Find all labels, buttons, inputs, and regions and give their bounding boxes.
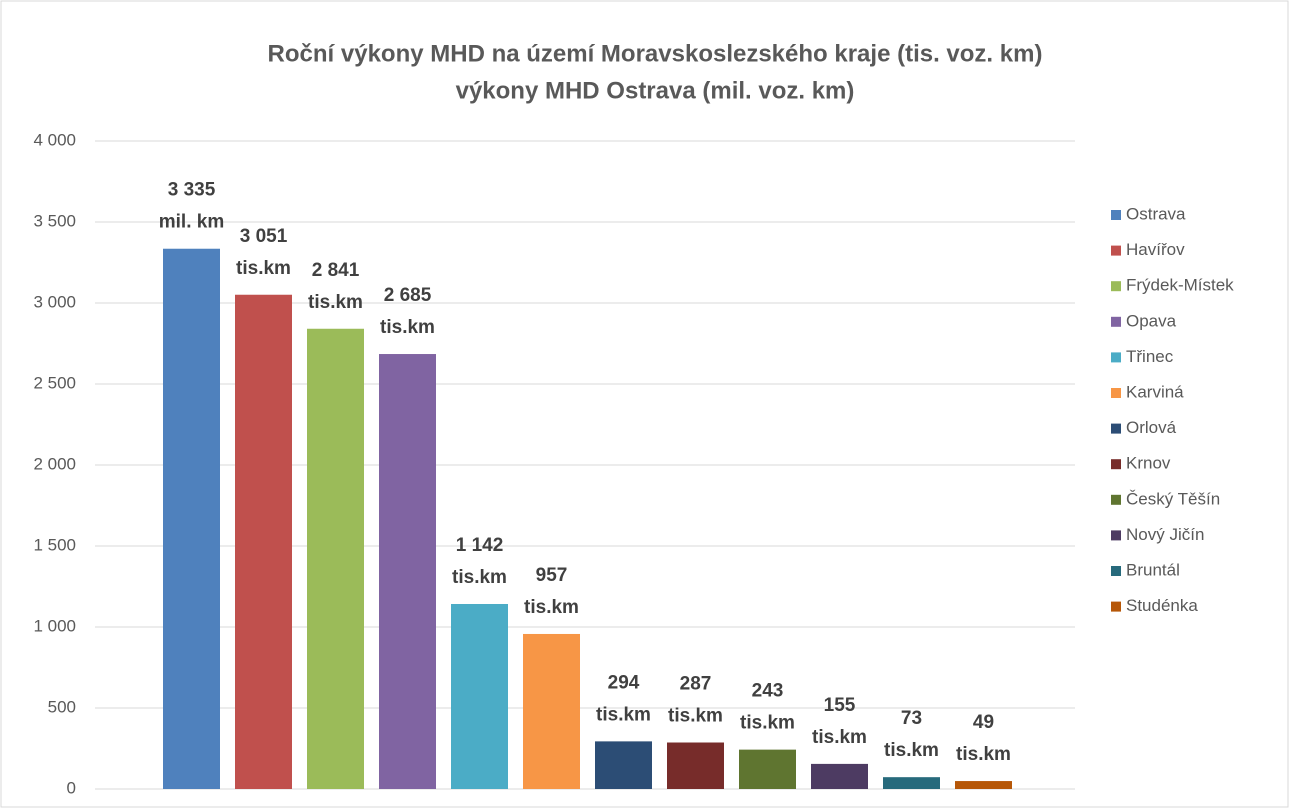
legend-swatch: [1111, 388, 1121, 398]
legend-label: Nový Jičín: [1126, 525, 1204, 544]
data-label: 287: [680, 674, 712, 695]
bar: [307, 328, 364, 789]
data-label: tis.km: [380, 317, 435, 338]
y-tick-label: 3 000: [33, 292, 76, 311]
bar: [523, 633, 580, 789]
data-label: 155: [824, 695, 856, 716]
legend-label: Ostrava: [1126, 204, 1186, 223]
legend-swatch: [1111, 459, 1121, 470]
data-label: 49: [973, 712, 994, 733]
data-label: tis.km: [236, 258, 291, 279]
legend-label: Havířov: [1126, 240, 1185, 259]
legend-swatch: [1111, 494, 1121, 505]
data-label: 1 142: [456, 535, 504, 556]
legend-swatch: [1111, 423, 1121, 434]
chart-title: Roční výkony MHD na území Moravskoslezsk…: [268, 40, 1043, 67]
bar: [163, 248, 220, 790]
y-tick-label: 0: [67, 778, 76, 797]
legend-swatch: [1111, 210, 1121, 220]
y-tick-label: 1 500: [33, 535, 76, 554]
data-label: 2 685: [384, 285, 432, 306]
legend-swatch: [1111, 281, 1121, 292]
legend-label: Český Těšín: [1126, 489, 1220, 508]
bar: [595, 741, 652, 789]
y-tick-label: 500: [48, 697, 76, 716]
data-label: tis.km: [452, 567, 507, 588]
data-label: tis.km: [740, 713, 795, 734]
legend-label: Karviná: [1126, 382, 1184, 401]
data-label: mil. km: [159, 212, 224, 233]
data-label: tis.km: [524, 597, 579, 618]
legend-label: Krnov: [1126, 454, 1171, 473]
data-label: tis.km: [956, 744, 1011, 765]
chart-title: výkony MHD Ostrava (mil. voz. km): [456, 77, 855, 104]
data-label: tis.km: [596, 704, 651, 725]
data-label: 294: [608, 672, 640, 693]
legend-label: Opava: [1126, 311, 1177, 330]
bar: [235, 294, 292, 789]
data-label: 957: [536, 565, 568, 586]
data-label: 73: [901, 708, 922, 729]
data-label: 2 841: [312, 260, 360, 281]
legend-label: Bruntál: [1126, 560, 1180, 579]
legend-label: Třinec: [1126, 347, 1174, 366]
bar: [811, 763, 868, 789]
legend-swatch: [1111, 530, 1121, 541]
data-label: tis.km: [812, 727, 867, 748]
legend-label: Frýdek-Místek: [1126, 276, 1234, 295]
legend-label: Orlová: [1126, 418, 1177, 437]
data-label: 3 335: [168, 180, 216, 201]
legend-swatch: [1111, 566, 1121, 576]
bar: [379, 354, 436, 789]
data-label: tis.km: [308, 292, 363, 313]
data-label: 3 051: [240, 226, 288, 247]
data-label: 243: [752, 681, 784, 702]
y-tick-label: 2 000: [33, 454, 76, 473]
data-label: tis.km: [668, 706, 723, 727]
y-tick-label: 4 000: [33, 130, 76, 149]
y-tick-label: 2 500: [33, 373, 76, 392]
data-label: tis.km: [884, 740, 939, 761]
bar: [883, 777, 940, 789]
legend-swatch: [1111, 245, 1121, 256]
bar: [451, 603, 508, 789]
bar: [667, 742, 724, 789]
y-tick-label: 1 000: [33, 616, 76, 635]
legend-swatch: [1111, 601, 1121, 612]
legend-swatch: [1111, 316, 1121, 327]
y-tick-label: 3 500: [33, 211, 76, 230]
bar: [739, 749, 796, 789]
bar: [955, 781, 1012, 789]
legend-label: Studénka: [1126, 596, 1198, 615]
legend-swatch: [1111, 352, 1121, 363]
